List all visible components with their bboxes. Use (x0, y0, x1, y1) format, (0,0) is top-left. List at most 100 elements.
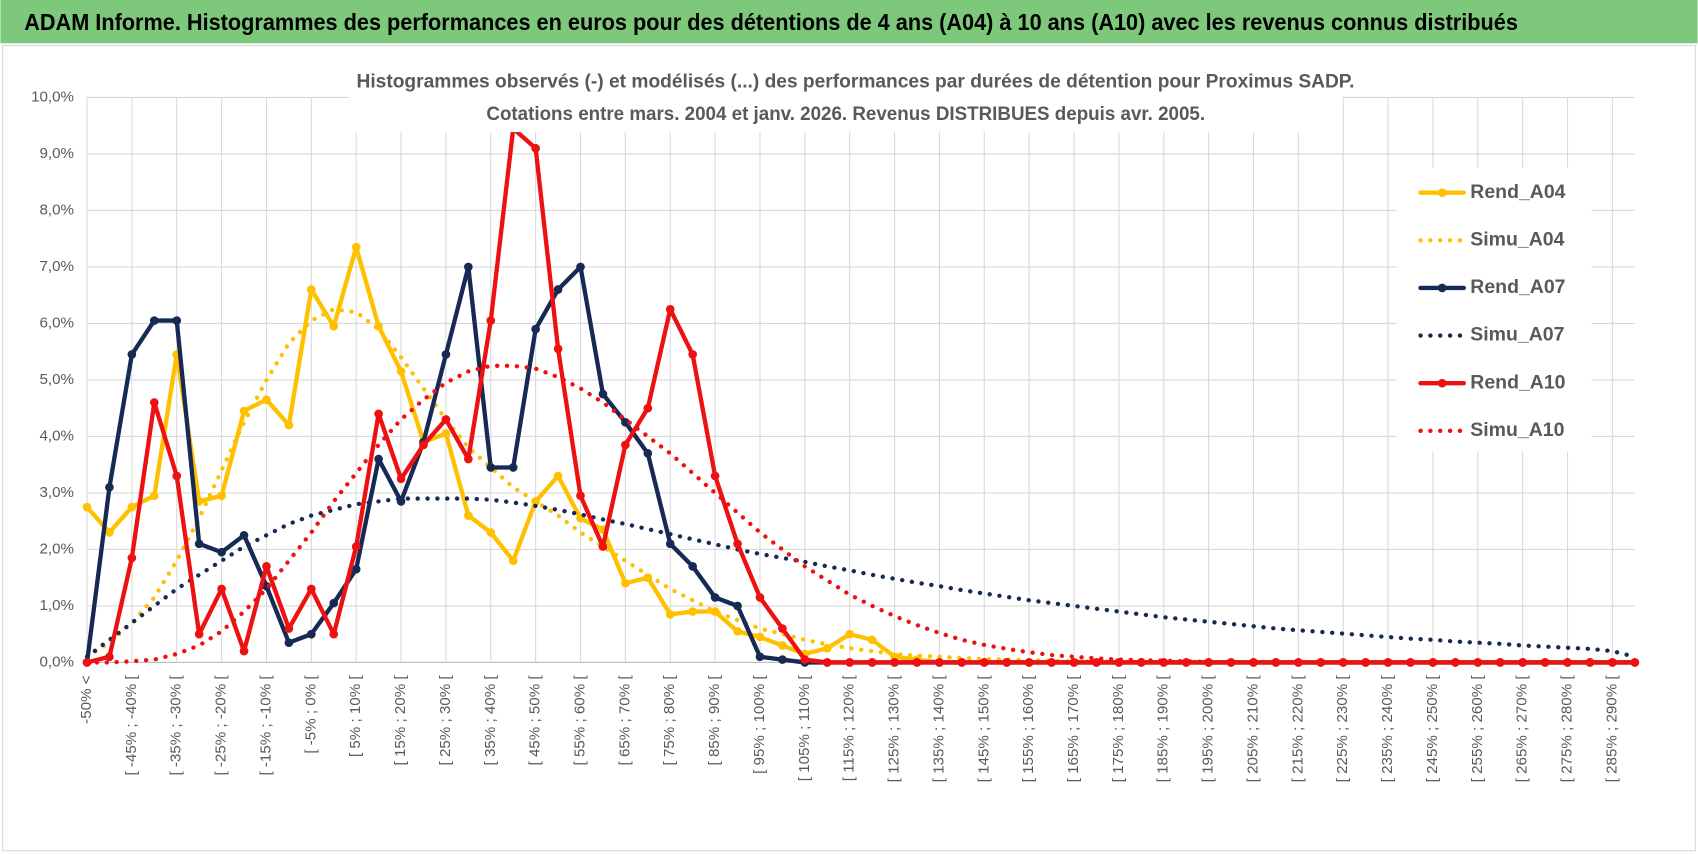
data-point (755, 632, 765, 642)
data-point (149, 398, 159, 407)
series-line (84, 363, 1637, 665)
data-point (508, 463, 518, 472)
x-tick-label: [ 95% ; 100% [ (751, 675, 768, 774)
y-tick-label: 3,0% (39, 484, 74, 501)
x-tick-label: [ -25% ; -20% [ (213, 675, 230, 776)
data-point (194, 539, 204, 549)
data-point (82, 502, 92, 512)
data-point (351, 542, 361, 551)
x-tick-label: -50% < (78, 675, 95, 724)
data-point (890, 658, 899, 667)
data-point (733, 601, 742, 611)
data-point (441, 350, 451, 359)
x-tick-label: [ 205% ; 210% [ (1244, 675, 1261, 783)
data-point (867, 635, 877, 645)
legend-label: Rend_A10 (1470, 371, 1565, 393)
data-point (688, 562, 697, 571)
data-point (621, 578, 630, 588)
legend-label: Simu_A04 (1470, 228, 1564, 250)
data-point (531, 143, 540, 153)
y-tick-label: 2,0% (39, 540, 74, 557)
data-point (1047, 658, 1056, 667)
data-point (867, 658, 877, 667)
data-point (486, 316, 496, 325)
data-point (778, 641, 787, 650)
data-point (822, 658, 832, 667)
data-point (508, 556, 518, 566)
data-point (239, 530, 249, 540)
x-tick-label: [ -5% ; 0% [ (302, 675, 319, 754)
chart-frame (2, 44, 1696, 852)
data-point (329, 321, 339, 331)
data-point (1406, 658, 1415, 667)
data-point (464, 262, 473, 272)
data-point (105, 652, 114, 662)
legend-label: Rend_A07 (1470, 276, 1565, 298)
data-point (1563, 658, 1572, 667)
x-tick-label: [ 265% ; 270% [ (1514, 675, 1531, 783)
x-tick-label: [ 175% ; 180% [ (1110, 675, 1127, 783)
data-point (733, 539, 742, 549)
data-point (531, 324, 540, 334)
data-point (1024, 658, 1034, 667)
data-point (486, 528, 496, 537)
data-point (1585, 658, 1595, 667)
y-tick-label: 5,0% (39, 371, 74, 388)
x-tick-label: [ 35% ; 40% [ (482, 675, 499, 766)
data-point (396, 474, 406, 484)
y-tick-label: 9,0% (39, 145, 74, 162)
y-tick-label: 7,0% (39, 258, 74, 275)
data-point (239, 646, 249, 656)
y-tick-label: 10,0% (31, 88, 74, 105)
data-point (329, 629, 339, 639)
x-tick-label: [ 65% ; 70% [ (616, 675, 633, 766)
data-point (643, 449, 653, 458)
data-point (553, 344, 563, 354)
data-point (665, 610, 675, 619)
data-point (172, 316, 182, 325)
data-point (665, 304, 675, 314)
x-tick-label: [ 5% ; 10% [ (347, 675, 364, 757)
data-point (912, 658, 922, 667)
data-point (688, 350, 697, 359)
data-point (351, 242, 361, 252)
x-tick-label: [ 85% ; 90% [ (706, 675, 723, 766)
data-point (441, 415, 451, 424)
x-tick-label: [ 15% ; 20% [ (392, 675, 409, 766)
data-point (1002, 658, 1012, 667)
legend-marker (1437, 188, 1447, 197)
header-bar (0, 0, 1698, 44)
y-tick-label: 1,0% (39, 597, 74, 614)
data-point (1316, 658, 1326, 667)
data-point (217, 491, 226, 501)
x-tick-label: [ 285% ; 290% [ (1603, 675, 1620, 783)
data-point (149, 491, 159, 501)
data-point (105, 482, 114, 492)
data-point (374, 454, 383, 464)
data-point (149, 316, 159, 325)
data-point (710, 471, 720, 481)
chart-subtitle: Cotations entre mars. 2004 et janv. 2026… (486, 103, 1205, 125)
data-point (284, 420, 294, 430)
x-tick-label: [ 75% ; 80% [ (661, 675, 678, 766)
data-point (419, 440, 428, 450)
data-point (688, 607, 697, 616)
data-point (441, 429, 451, 438)
data-point (284, 624, 294, 633)
y-tick-label: 4,0% (39, 427, 74, 444)
legend-label: Simu_A07 (1470, 324, 1564, 346)
data-point (1495, 658, 1505, 667)
data-point (329, 598, 339, 608)
data-point (127, 502, 137, 512)
data-point (284, 638, 294, 647)
data-point (1249, 658, 1258, 667)
data-point (553, 285, 563, 294)
data-point (733, 627, 742, 636)
x-tick-label: [ 45% ; 50% [ (527, 675, 544, 766)
data-point (755, 593, 765, 602)
legend-box (1396, 167, 1592, 452)
data-point (957, 658, 967, 667)
data-point (800, 655, 810, 664)
data-point (778, 655, 787, 664)
